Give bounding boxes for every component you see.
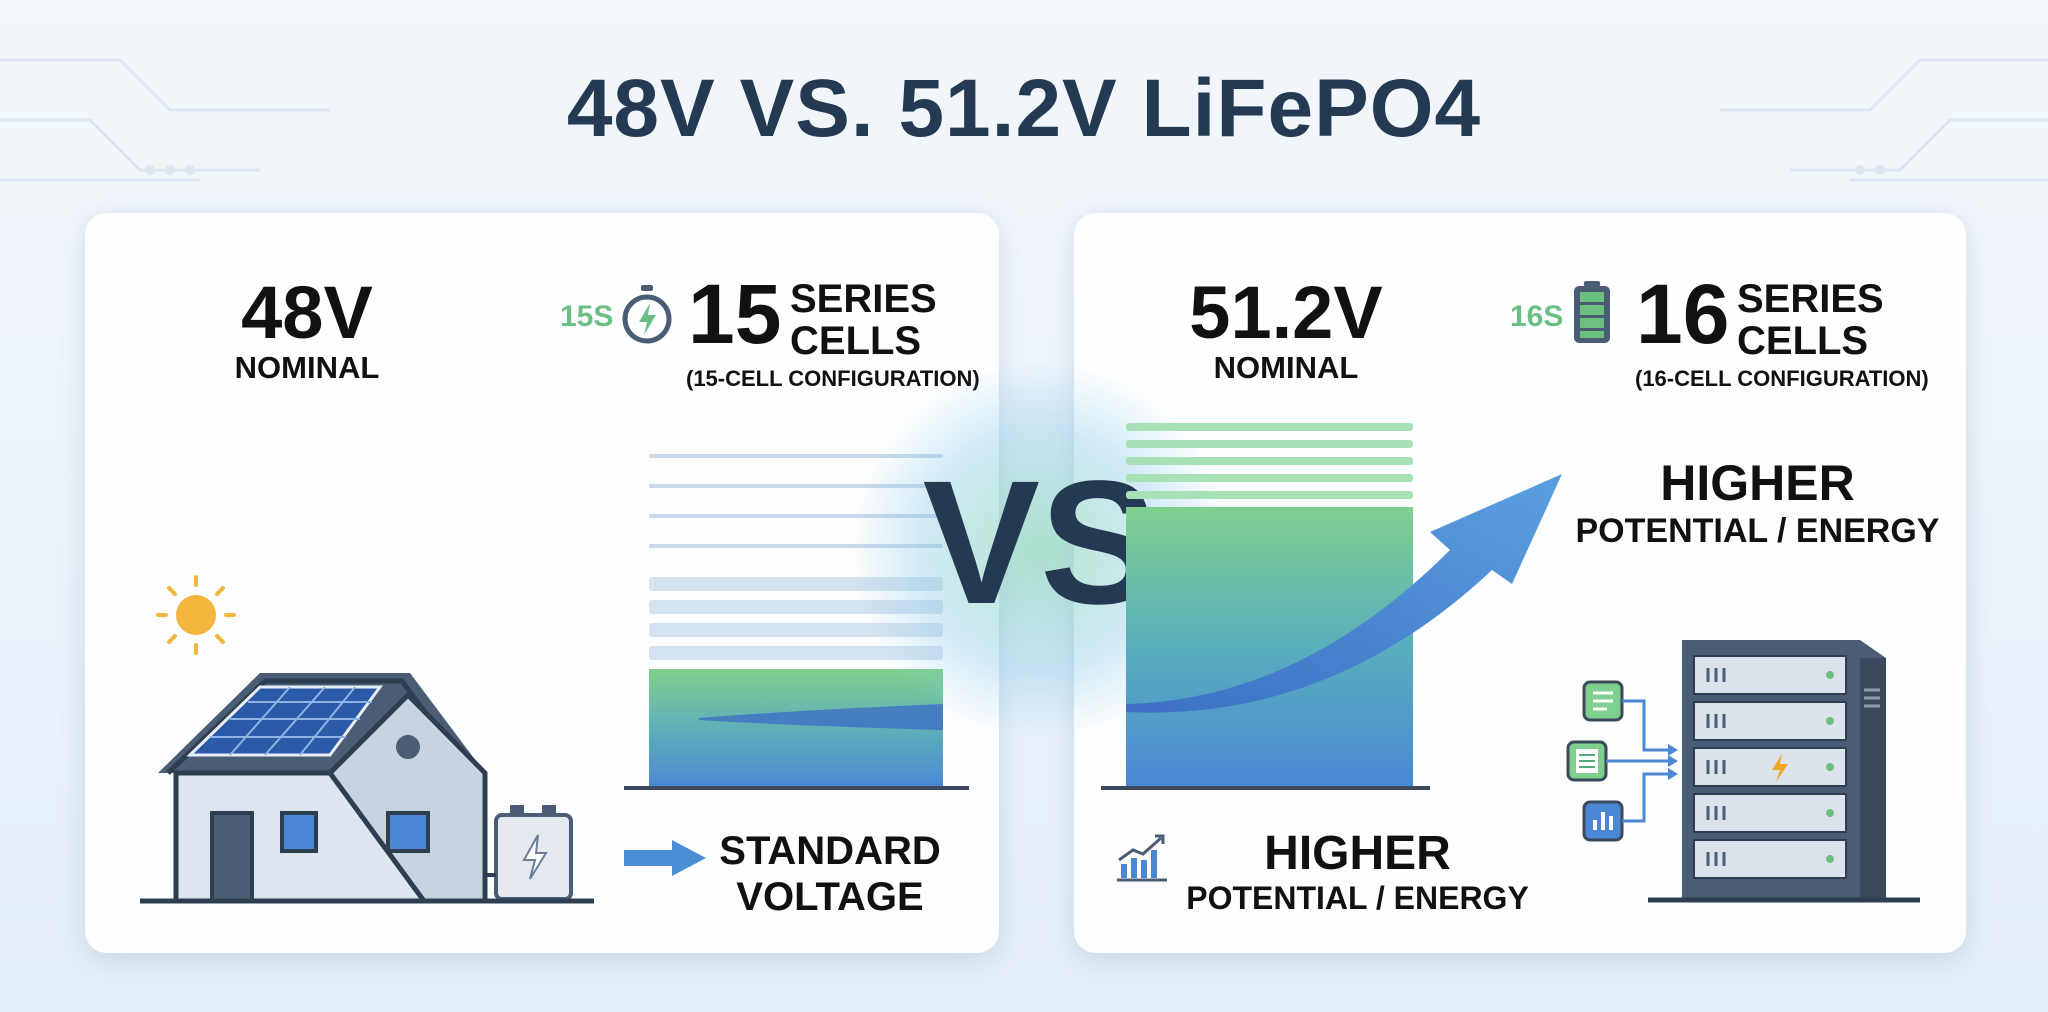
left-level-line <box>649 544 943 548</box>
bar-chart-icon <box>1582 800 1624 842</box>
left-voltage-wave <box>699 704 943 730</box>
right-series-cells-label: SERIES CELLS <box>1737 278 1884 362</box>
left-caption: STANDARD VOLTAGE <box>700 828 960 920</box>
left-baseline <box>624 786 969 790</box>
list-icon <box>1566 740 1608 782</box>
right-upper-caption-line1: HIGHER <box>1660 455 1855 511</box>
rising-arrow-icon <box>1126 474 1562 713</box>
right-level-line <box>1126 457 1413 465</box>
page-title: 48V VS. 51.2V LiFePO4 <box>566 63 1482 154</box>
cells-word: CELLS <box>790 319 922 363</box>
right-series-count: 16 <box>1636 267 1730 361</box>
sun-icon <box>156 575 236 655</box>
left-voltage: 48V <box>241 271 373 354</box>
left-series-count: 15 <box>688 267 782 361</box>
right-series-badge: 16S <box>1510 300 1564 333</box>
server-rack-illustration <box>1566 640 1920 903</box>
left-series-cells-label: SERIES CELLS <box>790 278 937 362</box>
right-level-line <box>1126 423 1413 431</box>
right-lower-caption-line1: HIGHER <box>1264 827 1451 880</box>
right-level-line <box>1126 440 1413 448</box>
series-word: SERIES <box>1737 277 1884 321</box>
chart-growth-icon <box>1117 834 1167 882</box>
left-level-line <box>649 514 943 518</box>
right-upper-caption-line2: POTENTIAL / ENERGY <box>1575 512 1940 550</box>
caption-line: VOLTAGE <box>736 875 924 919</box>
cells-word: CELLS <box>1737 319 1869 363</box>
house-solar-illustration <box>140 575 594 904</box>
left-level-line <box>649 484 943 488</box>
left-nominal-label: NOMINAL <box>234 350 380 385</box>
left-level-line <box>649 454 943 458</box>
right-voltage: 51.2V <box>1189 271 1383 354</box>
left-level-bar <box>649 646 943 660</box>
home-battery-icon <box>485 805 573 901</box>
right-baseline <box>1101 786 1430 790</box>
series-word: SERIES <box>790 277 937 321</box>
right-configuration: (16-CELL CONFIGURATION) <box>1635 366 1929 391</box>
right-lower-caption-line2: POTENTIAL / ENERGY <box>1186 880 1529 916</box>
left-series-badge: 15S <box>560 300 614 333</box>
right-nominal-label: NOMINAL <box>1213 350 1359 385</box>
vs-label: VS <box>922 445 1158 641</box>
document-icon <box>1582 680 1624 722</box>
battery-icon <box>1574 281 1610 343</box>
arrow-right-icon <box>624 840 706 876</box>
right-level-line <box>1126 474 1413 482</box>
caption-line: STANDARD <box>719 829 941 873</box>
stopwatch-bolt-icon <box>622 285 672 344</box>
left-configuration: (15-CELL CONFIGURATION) <box>686 366 980 391</box>
right-level-line <box>1126 491 1413 499</box>
